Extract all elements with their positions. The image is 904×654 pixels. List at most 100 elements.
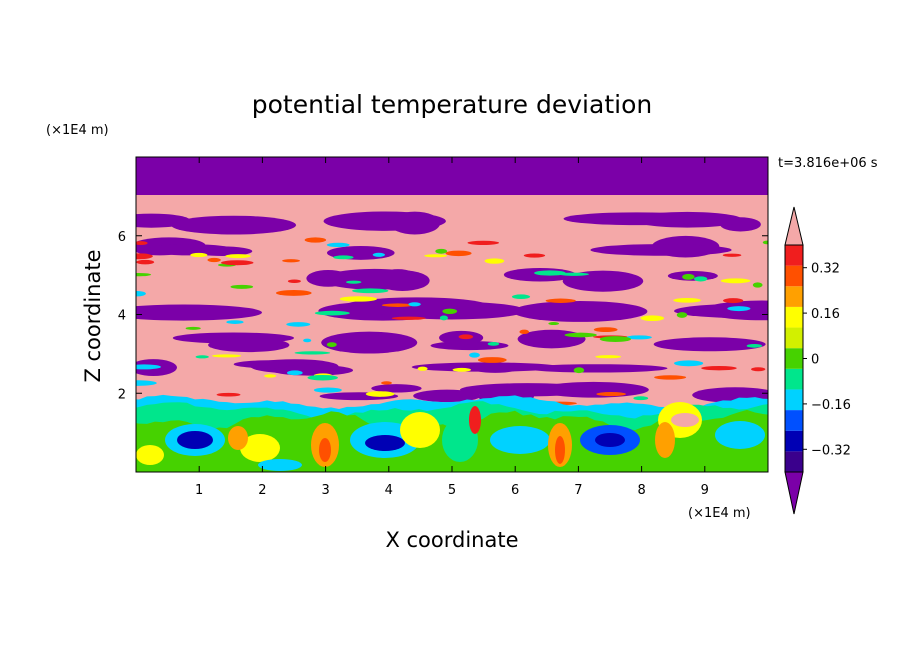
contour-eddy [136, 445, 164, 465]
contour-streak [626, 335, 652, 340]
contour-region [563, 212, 712, 226]
contour-region [653, 337, 766, 352]
contour-streak [439, 315, 448, 321]
y-axis-label: Z coordinate [81, 249, 105, 382]
contour-region [411, 362, 560, 372]
contour-streak [351, 288, 389, 294]
contour-region [389, 211, 441, 235]
contour-streak [424, 254, 448, 258]
contour-eddy [442, 418, 478, 462]
colorbar-tick-label: 0.32 [811, 262, 840, 277]
contour-streak [307, 374, 338, 381]
contour-streak [326, 242, 350, 248]
contour-streak [593, 327, 618, 333]
contour-streak [519, 329, 530, 335]
contour-streak [314, 310, 350, 316]
contour-streak [136, 290, 146, 297]
contour-eddy [671, 413, 699, 427]
contour-streak [442, 308, 458, 314]
contour-streak [313, 387, 342, 393]
contour-streak [458, 334, 474, 340]
contour-region [136, 157, 768, 179]
contour-eddy [365, 435, 405, 451]
contour-eddy [490, 426, 550, 454]
contour-streak [282, 259, 300, 263]
contour-streak [417, 366, 428, 371]
contour-streak [391, 316, 426, 320]
colorbar-tick-label: 0 [811, 353, 819, 368]
contour-region [208, 337, 290, 353]
x-tick-label: 9 [701, 483, 709, 498]
contour-streak [548, 322, 560, 326]
contour-streak [694, 276, 708, 282]
contour-streak [226, 320, 244, 324]
contour-region [171, 215, 297, 235]
contour-streak [136, 241, 148, 246]
contour-eddy [655, 422, 675, 458]
contour-streak [408, 302, 421, 307]
colorbar-segment [785, 286, 803, 307]
contour-region [146, 244, 235, 256]
contour-eddy [555, 436, 565, 464]
chart-title: potential temperature deviation [252, 90, 652, 119]
contour-streak [573, 367, 585, 374]
contour-streak [752, 282, 763, 288]
colorbar-segment [785, 451, 803, 472]
contour-region [562, 270, 644, 292]
x-tick-label: 6 [511, 483, 519, 498]
contour-streak [333, 255, 354, 260]
contour-streak [136, 364, 162, 370]
contour-streak [275, 290, 312, 296]
colorbar-over-arrow [784, 206, 804, 246]
contour-eddy [595, 433, 625, 447]
x-tick-label: 2 [258, 483, 266, 498]
contour-streak [195, 355, 209, 359]
contour-streak [751, 367, 766, 372]
contour-streak [477, 357, 507, 363]
contour-streak [230, 284, 254, 289]
x-axis: 1 2 3 4 5 6 7 8 9 [195, 157, 709, 498]
contour-streak [633, 396, 649, 401]
contour-region [371, 384, 422, 393]
contour-streak [564, 332, 597, 338]
y-axis: 2 4 6 [118, 230, 768, 402]
colorbar-segment [785, 348, 803, 369]
contour-eddy [177, 431, 213, 449]
contour-streak [452, 367, 472, 372]
contour-region [512, 301, 648, 322]
colorbar-segment [785, 327, 803, 349]
contour-streak [294, 351, 331, 355]
contour-region [271, 364, 354, 376]
colorbar-tick-label: −0.32 [811, 443, 851, 458]
x-tick-label: 5 [448, 483, 456, 498]
contour-streak [545, 298, 576, 303]
contour-streak [435, 248, 448, 254]
contour-streak [559, 272, 589, 276]
contour-region [590, 244, 732, 256]
colorbar-segment [785, 410, 803, 431]
x-unit-label: (×1E4 m) [688, 506, 751, 521]
contour-streak [682, 273, 695, 280]
contour-streak [523, 253, 546, 258]
y-tick-label: 2 [118, 387, 126, 402]
x-tick-label: 7 [574, 483, 582, 498]
contour-region [413, 389, 481, 403]
contour-streak [640, 315, 665, 322]
contour-streak [599, 336, 631, 343]
contour-streak [264, 374, 277, 378]
contour-streak [654, 375, 687, 380]
contour-region [525, 364, 668, 373]
contour-region [136, 304, 263, 321]
colorbar-segment [785, 389, 803, 411]
contour-streak [381, 381, 392, 385]
contour-streak [701, 365, 737, 371]
contour-eddy [228, 426, 248, 450]
contour-streak [225, 254, 251, 259]
contour-streak [511, 294, 531, 300]
contour-streak [676, 312, 688, 318]
contour-streak [746, 343, 763, 348]
contour-streak [346, 280, 362, 284]
contour-streak [534, 270, 566, 276]
contour-streak [762, 240, 768, 245]
contour-streak [445, 250, 472, 257]
